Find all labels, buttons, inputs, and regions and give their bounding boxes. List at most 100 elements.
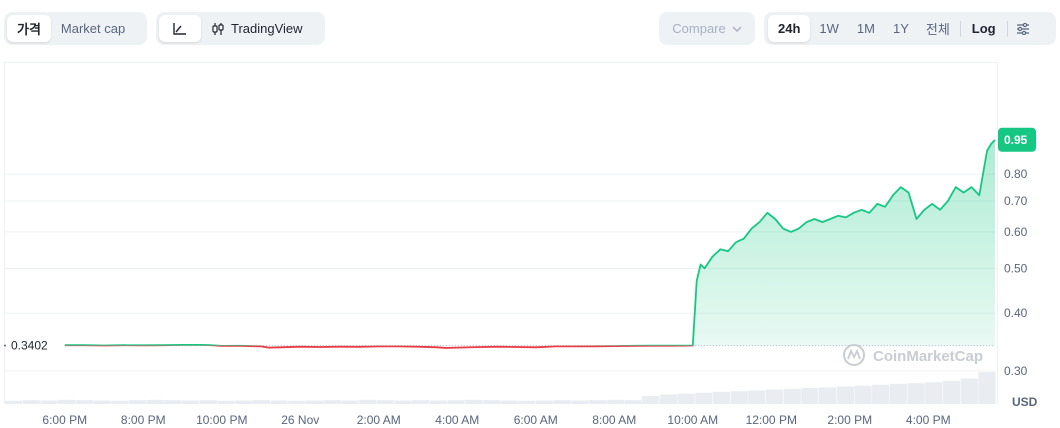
volume-bar xyxy=(978,372,996,404)
settings-button[interactable] xyxy=(1010,15,1036,42)
x-tick-label: 4:00 PM xyxy=(906,413,951,427)
y-tick-label: 0.80 xyxy=(1004,167,1028,181)
volume-bar xyxy=(252,400,270,404)
volume-bar xyxy=(500,400,518,404)
volume-bar xyxy=(659,394,677,404)
volume-bar xyxy=(872,384,890,404)
current-price-badge: 0.95 xyxy=(998,127,1036,152)
y-axis: 0.30 0.40 0.50 0.60 0.70 0.80 xyxy=(1004,167,1028,378)
y-tick-label: 0.40 xyxy=(1004,306,1028,320)
volume-bar xyxy=(447,400,465,404)
x-tick-label: 8:00 AM xyxy=(592,413,636,427)
x-tick-label: 2:00 AM xyxy=(357,413,401,427)
price-line-up xyxy=(64,139,996,346)
price-line-down xyxy=(64,345,694,349)
volume-bar xyxy=(889,383,908,404)
volume-bar xyxy=(270,400,288,404)
chart-toolbar: 가격 Market cap TradingView Compare 24h 1W… xyxy=(0,12,1060,46)
area-above-reference xyxy=(64,139,995,346)
volume-bar xyxy=(111,400,129,404)
current-price-badge-bg xyxy=(998,127,1036,152)
metric-toggle: 가격 Market cap xyxy=(4,12,147,45)
current-price-value: 0.95 xyxy=(1004,133,1028,147)
volume-bar xyxy=(305,400,324,404)
volume-bar xyxy=(960,378,978,404)
watermark-text: CoinMarketCap xyxy=(873,348,983,365)
x-tick-label: 6:00 PM xyxy=(42,413,87,427)
y-tick-label: 0.50 xyxy=(1004,261,1028,275)
volume-bar xyxy=(429,400,447,404)
range-1w-button[interactable]: 1W xyxy=(819,21,839,36)
x-tick-label: 8:00 PM xyxy=(121,413,166,427)
reference-price-value: 0.3402 xyxy=(11,339,48,353)
volume-bar xyxy=(394,400,412,404)
volume-bar xyxy=(819,387,837,404)
volume-bar xyxy=(783,388,801,404)
volume-bar xyxy=(571,400,589,404)
candlestick-icon xyxy=(211,22,225,36)
volume-bar xyxy=(765,389,784,404)
volume-bar xyxy=(730,391,748,404)
volume-bar xyxy=(907,383,925,404)
volume-bars xyxy=(5,372,996,404)
volume-bar xyxy=(606,399,624,404)
volume-bar xyxy=(358,399,377,404)
market-cap-tab[interactable]: Market cap xyxy=(60,21,126,36)
price-tab[interactable]: 가격 xyxy=(7,15,51,42)
volume-bar xyxy=(748,390,766,404)
volume-bar xyxy=(164,400,182,404)
x-tick-label: 10:00 PM xyxy=(196,413,247,427)
reference-dot xyxy=(4,344,6,347)
volume-bar xyxy=(93,400,111,404)
tradingview-button[interactable]: TradingView xyxy=(201,15,313,42)
divider xyxy=(1006,20,1008,37)
compare-dropdown[interactable]: Compare xyxy=(659,12,755,45)
reference-price-label: 0.3402 xyxy=(4,339,48,353)
x-tick-label: 2:00 PM xyxy=(827,413,872,427)
volume-bar xyxy=(553,400,571,404)
volume-bar xyxy=(695,392,713,404)
compare-label: Compare xyxy=(672,21,726,36)
y-tick-label: 0.60 xyxy=(1004,225,1028,239)
chart-type-toggle: TradingView xyxy=(156,12,325,45)
range-24h-button[interactable]: 24h xyxy=(768,15,811,42)
volume-bar xyxy=(642,396,660,404)
x-tick-label: 4:00 AM xyxy=(435,413,479,427)
currency-label: USD xyxy=(1012,395,1038,409)
range-all-button[interactable]: 전체 xyxy=(925,22,950,37)
volume-bar xyxy=(217,400,235,404)
x-tick-label: 6:00 AM xyxy=(514,413,558,427)
volume-bar xyxy=(854,385,872,404)
x-tick-label: 10:00 AM xyxy=(667,413,718,427)
volume-bar xyxy=(412,400,430,404)
price-lines xyxy=(64,139,996,349)
volume-bar xyxy=(323,400,341,404)
volume-bar xyxy=(128,400,147,404)
volume-bar xyxy=(235,400,253,404)
volume-bar xyxy=(288,400,306,404)
volume-bar xyxy=(801,388,819,404)
volume-bar xyxy=(925,382,943,404)
volume-bar xyxy=(58,399,76,404)
volume-bar xyxy=(942,380,961,404)
log-scale-button[interactable]: Log xyxy=(971,21,996,36)
volume-bar xyxy=(677,393,695,404)
volume-bar xyxy=(588,400,607,404)
volume-bar xyxy=(482,400,500,404)
volume-bar xyxy=(146,399,164,404)
volume-bar xyxy=(624,400,642,404)
volume-bar xyxy=(712,391,731,404)
line-chart-button[interactable] xyxy=(159,15,201,42)
volume-bar xyxy=(341,400,359,404)
range-1y-button[interactable]: 1Y xyxy=(892,21,909,36)
coinmarketcap-logo-icon xyxy=(843,344,865,366)
y-tick-label: 0.70 xyxy=(1004,194,1028,208)
volume-bar xyxy=(75,400,93,404)
volume-bar xyxy=(40,400,58,404)
x-axis: 6:00 PM 8:00 PM 10:00 PM 26 Nov 2:00 AM 4:00 … xyxy=(42,413,950,427)
range-1m-button[interactable]: 1M xyxy=(856,21,875,36)
tradingview-label: TradingView xyxy=(231,21,303,36)
sliders-icon xyxy=(1016,22,1030,35)
volume-bar xyxy=(836,386,854,404)
